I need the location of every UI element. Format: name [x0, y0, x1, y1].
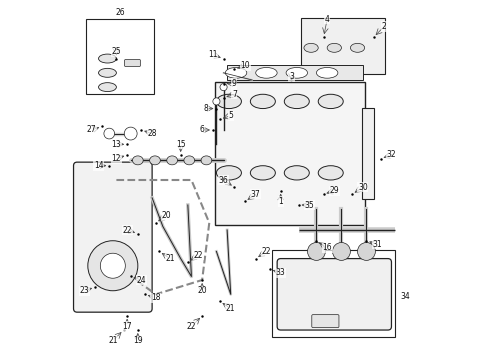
Text: 21: 21 [165, 254, 175, 263]
Ellipse shape [318, 94, 343, 109]
Text: 5: 5 [228, 111, 233, 120]
Ellipse shape [201, 156, 212, 165]
Text: 22: 22 [122, 225, 132, 234]
Ellipse shape [350, 43, 365, 52]
Ellipse shape [304, 43, 318, 52]
Ellipse shape [132, 156, 143, 165]
Text: 27: 27 [87, 126, 96, 135]
Text: 32: 32 [387, 150, 396, 159]
FancyBboxPatch shape [86, 19, 154, 94]
Text: 28: 28 [147, 129, 157, 138]
FancyBboxPatch shape [215, 82, 365, 225]
Text: 20: 20 [162, 211, 171, 220]
Circle shape [100, 253, 125, 278]
Text: 10: 10 [240, 61, 250, 70]
Text: 9: 9 [232, 79, 237, 88]
Ellipse shape [98, 54, 117, 63]
Ellipse shape [284, 94, 309, 109]
Text: 34: 34 [400, 292, 410, 301]
Ellipse shape [184, 156, 195, 165]
FancyBboxPatch shape [74, 162, 152, 312]
Text: 16: 16 [322, 243, 332, 252]
Text: 31: 31 [372, 240, 382, 249]
Circle shape [358, 243, 375, 260]
Circle shape [333, 243, 350, 260]
Text: 4: 4 [325, 15, 330, 24]
Text: 13: 13 [112, 140, 121, 149]
Circle shape [220, 84, 227, 91]
Text: 2: 2 [382, 22, 387, 31]
FancyBboxPatch shape [301, 18, 386, 74]
Text: 23: 23 [79, 286, 89, 295]
Text: 25: 25 [112, 47, 121, 56]
Text: 19: 19 [133, 336, 143, 345]
Ellipse shape [317, 67, 338, 78]
Text: 20: 20 [197, 286, 207, 295]
Circle shape [104, 128, 115, 139]
Text: 21: 21 [226, 304, 236, 313]
Text: 24: 24 [137, 275, 146, 284]
Text: 3: 3 [289, 72, 294, 81]
FancyBboxPatch shape [272, 249, 395, 337]
FancyBboxPatch shape [362, 108, 374, 199]
Ellipse shape [217, 94, 242, 109]
Ellipse shape [318, 166, 343, 180]
Circle shape [308, 243, 325, 260]
Text: 26: 26 [115, 9, 125, 18]
FancyBboxPatch shape [277, 258, 392, 330]
Circle shape [213, 98, 220, 105]
FancyBboxPatch shape [124, 60, 140, 66]
Text: 15: 15 [176, 140, 186, 149]
Text: 29: 29 [329, 186, 339, 195]
Text: 17: 17 [122, 322, 132, 331]
Text: 21: 21 [108, 336, 118, 345]
Text: 12: 12 [112, 154, 121, 163]
Text: 8: 8 [203, 104, 208, 113]
Text: 14: 14 [94, 161, 103, 170]
Circle shape [88, 241, 138, 291]
Ellipse shape [284, 166, 309, 180]
Text: 33: 33 [276, 268, 286, 277]
Text: 6: 6 [200, 126, 204, 135]
Ellipse shape [250, 94, 275, 109]
Text: 36: 36 [219, 176, 228, 185]
Ellipse shape [167, 156, 177, 165]
Text: 35: 35 [304, 201, 314, 210]
Ellipse shape [250, 166, 275, 180]
Ellipse shape [286, 67, 308, 78]
Ellipse shape [98, 68, 117, 77]
Text: 22: 22 [262, 247, 271, 256]
Ellipse shape [256, 67, 277, 78]
Ellipse shape [327, 43, 342, 52]
Text: 30: 30 [358, 183, 368, 192]
FancyBboxPatch shape [312, 315, 339, 328]
Text: 37: 37 [251, 190, 261, 199]
Circle shape [124, 127, 137, 140]
FancyBboxPatch shape [227, 65, 363, 80]
Text: 11: 11 [208, 50, 218, 59]
Ellipse shape [225, 67, 247, 78]
Ellipse shape [98, 83, 117, 91]
Text: 7: 7 [232, 90, 237, 99]
Text: 18: 18 [151, 293, 160, 302]
Text: 22: 22 [194, 251, 203, 260]
Text: 22: 22 [187, 322, 196, 331]
Ellipse shape [149, 156, 160, 165]
Text: 1: 1 [278, 197, 283, 206]
Ellipse shape [217, 166, 242, 180]
